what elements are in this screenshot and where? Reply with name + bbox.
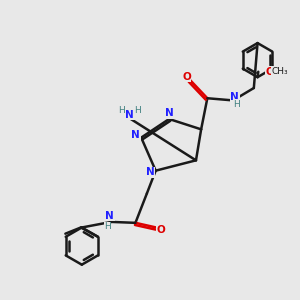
Text: N: N — [230, 92, 239, 102]
Text: N: N — [105, 211, 114, 221]
Text: O: O — [182, 71, 191, 82]
Text: H: H — [134, 106, 141, 115]
Text: N: N — [146, 167, 154, 177]
Text: H: H — [233, 100, 240, 109]
Text: O: O — [266, 67, 274, 77]
Text: CH₃: CH₃ — [272, 67, 288, 76]
Text: N: N — [131, 130, 140, 140]
Text: H: H — [104, 222, 111, 231]
Text: O: O — [157, 225, 165, 235]
Text: H: H — [118, 106, 125, 115]
Text: N: N — [125, 110, 134, 120]
Text: N: N — [165, 108, 173, 118]
